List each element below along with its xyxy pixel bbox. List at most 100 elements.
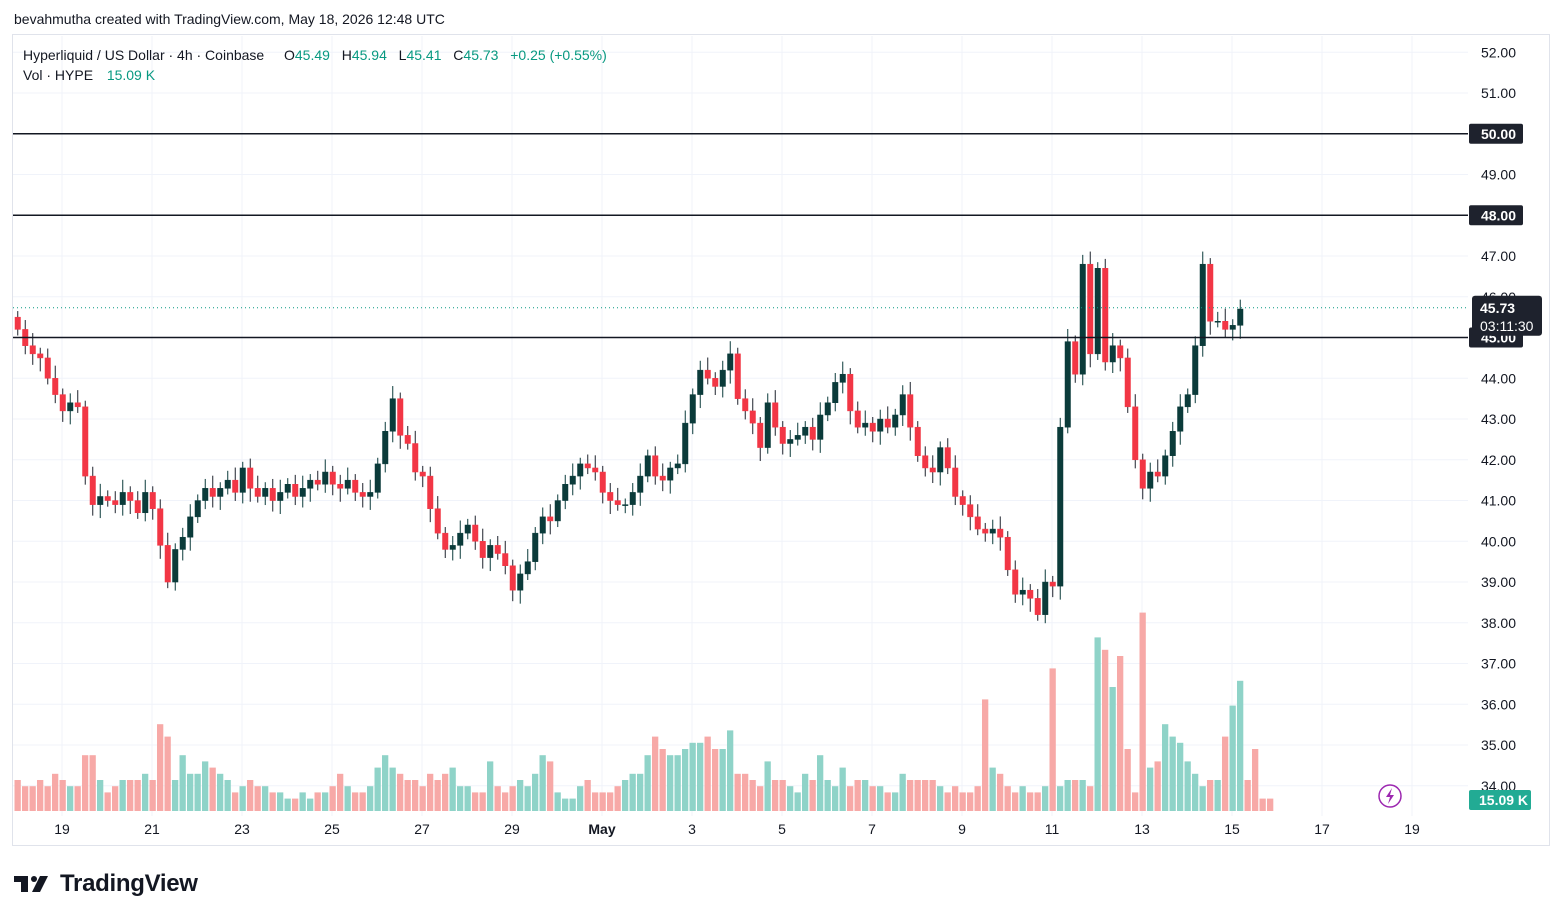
candle-body[interactable] [1042,581,1049,615]
candle-body[interactable] [614,500,621,505]
candle-body[interactable] [487,545,494,558]
candle-body[interactable] [779,426,786,444]
candle-body[interactable] [1102,268,1109,363]
candle-body[interactable] [59,394,66,412]
candle-body[interactable] [734,353,741,399]
candle-body[interactable] [952,467,959,497]
candle-body[interactable] [877,418,884,432]
candle-body[interactable] [997,528,1004,538]
candle-body[interactable] [404,435,411,444]
candle-body[interactable] [1132,406,1139,461]
candle-body[interactable] [742,398,749,412]
candle-body[interactable] [1199,263,1206,346]
candle-body[interactable] [52,378,59,395]
candle-body[interactable] [562,484,569,501]
candle-body[interactable] [599,471,606,493]
candle-body[interactable] [307,479,314,489]
candle-body[interactable] [74,402,81,408]
candle-body[interactable] [194,500,201,518]
candle-body[interactable] [1214,321,1221,323]
candle-body[interactable] [1154,471,1161,477]
candle-body[interactable] [127,492,134,501]
candle-body[interactable] [757,422,764,448]
candle-body[interactable] [854,410,861,428]
volume-label[interactable]: Vol · HYPE [23,67,94,83]
candle-body[interactable] [622,504,629,506]
candle-body[interactable] [217,488,224,497]
candle-body[interactable] [239,467,246,493]
candle-body[interactable] [119,492,126,505]
candle-body[interactable] [1004,536,1011,571]
candle-body[interactable] [539,516,546,534]
candle-body[interactable] [97,496,104,505]
candle-body[interactable] [434,508,441,534]
candle-body[interactable] [247,467,254,489]
candle-body[interactable] [419,471,426,477]
candle-body[interactable] [832,382,839,403]
candle-body[interactable] [269,488,276,501]
candle-body[interactable] [14,316,21,330]
candle-body[interactable] [1147,471,1154,489]
candle-body[interactable] [187,516,194,538]
candle-body[interactable] [607,492,614,501]
candle-body[interactable] [682,422,689,465]
candle-body[interactable] [577,463,584,477]
candle-body[interactable] [749,410,756,424]
chart-frame[interactable] [12,34,1550,846]
symbol-label[interactable]: Hyperliquid / US Dollar · 4h · Coinbase [23,47,265,63]
candle-body[interactable] [869,422,876,432]
candle-body[interactable] [704,369,711,379]
brand[interactable]: TradingView [14,870,198,898]
candle-body[interactable] [442,532,449,550]
candle-body[interactable] [1087,263,1094,355]
candle-body[interactable] [142,492,149,514]
candle-body[interactable] [367,492,374,497]
candle-body[interactable] [847,373,854,412]
candle-body[interactable] [899,394,906,416]
candle-body[interactable] [1094,268,1101,355]
candle-body[interactable] [179,536,186,550]
candle-body[interactable] [1012,569,1019,595]
candle-body[interactable] [329,471,336,485]
candle-body[interactable] [262,488,269,497]
candle-body[interactable] [967,504,974,518]
candle-body[interactable] [112,500,119,505]
candle-body[interactable] [794,435,801,440]
candle-body[interactable] [232,479,239,493]
candle-body[interactable] [389,398,396,432]
candle-body[interactable] [674,463,681,469]
candle-body[interactable] [337,484,344,489]
candle-body[interactable] [719,369,726,387]
candle-body[interactable] [937,447,944,473]
candle-body[interactable] [1177,406,1184,432]
candle-body[interactable] [1207,263,1214,322]
candle-body[interactable] [532,532,539,562]
candle-body[interactable] [509,565,516,591]
candle-body[interactable] [322,471,329,485]
candle-body[interactable] [1184,394,1191,408]
candle-body[interactable] [944,447,951,469]
candle-body[interactable] [524,561,531,575]
candle-body[interactable] [1027,589,1034,599]
candle-body[interactable] [697,369,704,395]
candle-body[interactable] [1049,581,1056,587]
candle-body[interactable] [1034,598,1041,615]
candle-body[interactable] [959,496,966,505]
candle-body[interactable] [457,532,464,546]
candle-body[interactable] [914,426,921,456]
candle-body[interactable] [202,488,209,501]
candle-body[interactable] [839,373,846,383]
candle-body[interactable] [464,524,471,534]
candle-body[interactable] [787,439,794,444]
candle-body[interactable] [824,402,831,416]
candle-body[interactable] [989,528,996,534]
candle-body[interactable] [299,488,306,497]
candle-body[interactable] [554,500,561,522]
candle-body[interactable] [134,500,141,514]
candle-body[interactable] [104,496,111,501]
candle-body[interactable] [922,455,929,469]
candle-body[interactable] [547,516,554,522]
candle-body[interactable] [449,545,456,550]
candle-body[interactable] [37,353,44,359]
candle-body[interactable] [44,357,51,379]
